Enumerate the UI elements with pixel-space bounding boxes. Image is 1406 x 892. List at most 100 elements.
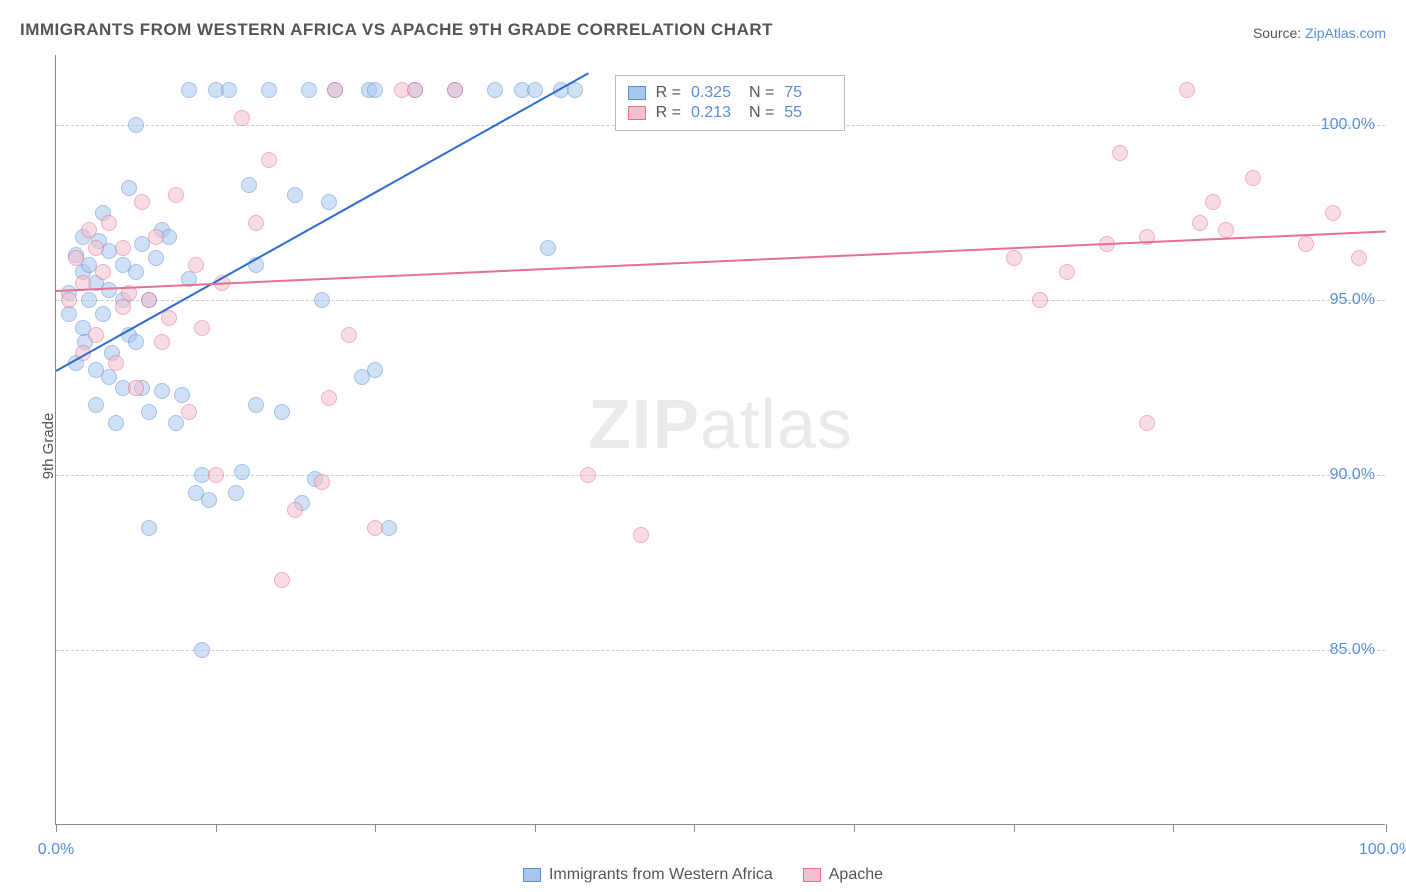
bottom-legend: Immigrants from Western Africa Apache (523, 866, 883, 884)
scatter-point-apache (274, 572, 290, 588)
chart-title: IMMIGRANTS FROM WESTERN AFRICA VS APACHE… (20, 20, 773, 40)
y-tick-label: 85.0% (1330, 641, 1375, 659)
plot-area: ZIPatlas 85.0%90.0%95.0%100.0%0.0%100.0%… (55, 55, 1385, 825)
scatter-point-western-africa (287, 187, 303, 203)
x-tick-label: 0.0% (38, 841, 74, 859)
legend-label: Apache (829, 866, 883, 884)
swatch-icon (628, 86, 646, 100)
swatch-icon (523, 868, 541, 882)
r-label: R = (656, 84, 681, 102)
scatter-point-apache (407, 82, 423, 98)
scatter-point-western-africa (148, 250, 164, 266)
scatter-point-western-africa (221, 82, 237, 98)
scatter-point-western-africa (181, 82, 197, 98)
x-tick (535, 824, 536, 832)
scatter-point-western-africa (61, 306, 77, 322)
scatter-point-apache (261, 152, 277, 168)
scatter-point-apache (168, 187, 184, 203)
watermark: ZIPatlas (588, 384, 853, 464)
scatter-point-apache (1205, 194, 1221, 210)
y-tick-label: 100.0% (1321, 116, 1375, 134)
gridline-h (56, 650, 1385, 651)
scatter-point-apache (367, 520, 383, 536)
source-attribution: Source: ZipAtlas.com (1253, 25, 1386, 41)
scatter-point-western-africa (108, 415, 124, 431)
scatter-point-apache (1112, 145, 1128, 161)
scatter-point-western-africa (141, 520, 157, 536)
n-label: N = (749, 104, 774, 122)
scatter-point-apache (321, 390, 337, 406)
scatter-point-apache (1245, 170, 1261, 186)
scatter-point-apache (148, 229, 164, 245)
scatter-point-apache (327, 82, 343, 98)
stats-legend: R =0.325N =75R =0.213N =55 (615, 75, 846, 131)
stats-row-western-africa: R =0.325N =75 (628, 84, 833, 102)
legend-label: Immigrants from Western Africa (549, 866, 773, 884)
scatter-point-apache (95, 264, 111, 280)
scatter-point-apache (108, 355, 124, 371)
y-tick-label: 95.0% (1330, 291, 1375, 309)
scatter-point-western-africa (154, 383, 170, 399)
source-prefix: Source: (1253, 25, 1305, 41)
legend-item: Immigrants from Western Africa (523, 866, 773, 884)
r-label: R = (656, 104, 681, 122)
gridline-h (56, 300, 1385, 301)
scatter-point-apache (208, 467, 224, 483)
scatter-point-western-africa (301, 82, 317, 98)
scatter-point-apache (1192, 215, 1208, 231)
watermark-rest: atlas (700, 385, 853, 463)
scatter-point-western-africa (174, 387, 190, 403)
scatter-point-western-africa (121, 180, 137, 196)
scatter-point-apache (248, 215, 264, 231)
scatter-point-apache (128, 380, 144, 396)
x-tick (56, 824, 57, 832)
scatter-point-apache (1006, 250, 1022, 266)
scatter-point-western-africa (241, 177, 257, 193)
x-tick (1386, 824, 1387, 832)
scatter-point-apache (101, 215, 117, 231)
scatter-point-apache (234, 110, 250, 126)
scatter-point-western-africa (261, 82, 277, 98)
scatter-point-apache (580, 467, 596, 483)
scatter-point-western-africa (88, 397, 104, 413)
scatter-point-apache (1298, 236, 1314, 252)
scatter-point-apache (88, 240, 104, 256)
scatter-point-western-africa (487, 82, 503, 98)
scatter-point-western-africa (367, 362, 383, 378)
scatter-point-apache (68, 250, 84, 266)
scatter-point-western-africa (128, 264, 144, 280)
scatter-point-apache (154, 334, 170, 350)
n-value: 75 (784, 84, 832, 102)
gridline-h (56, 475, 1385, 476)
x-tick (375, 824, 376, 832)
x-tick (216, 824, 217, 832)
scatter-point-western-africa (367, 82, 383, 98)
scatter-point-apache (141, 292, 157, 308)
scatter-point-apache (287, 502, 303, 518)
r-value: 0.213 (691, 104, 739, 122)
scatter-point-western-africa (540, 240, 556, 256)
x-tick (694, 824, 695, 832)
scatter-point-western-africa (95, 306, 111, 322)
legend-item: Apache (803, 866, 883, 884)
scatter-point-apache (61, 292, 77, 308)
scatter-point-apache (1139, 415, 1155, 431)
scatter-point-apache (1059, 264, 1075, 280)
x-tick-label: 100.0% (1359, 841, 1406, 859)
scatter-point-western-africa (201, 492, 217, 508)
scatter-point-apache (1218, 222, 1234, 238)
scatter-point-western-africa (194, 642, 210, 658)
scatter-point-apache (88, 327, 104, 343)
scatter-point-apache (188, 257, 204, 273)
x-tick (854, 824, 855, 832)
scatter-point-apache (447, 82, 463, 98)
scatter-point-apache (1032, 292, 1048, 308)
scatter-point-western-africa (314, 292, 330, 308)
x-tick (1014, 824, 1015, 832)
scatter-point-apache (314, 474, 330, 490)
scatter-point-western-africa (81, 292, 97, 308)
source-link[interactable]: ZipAtlas.com (1305, 25, 1386, 41)
scatter-point-apache (115, 240, 131, 256)
n-label: N = (749, 84, 774, 102)
scatter-point-western-africa (248, 397, 264, 413)
